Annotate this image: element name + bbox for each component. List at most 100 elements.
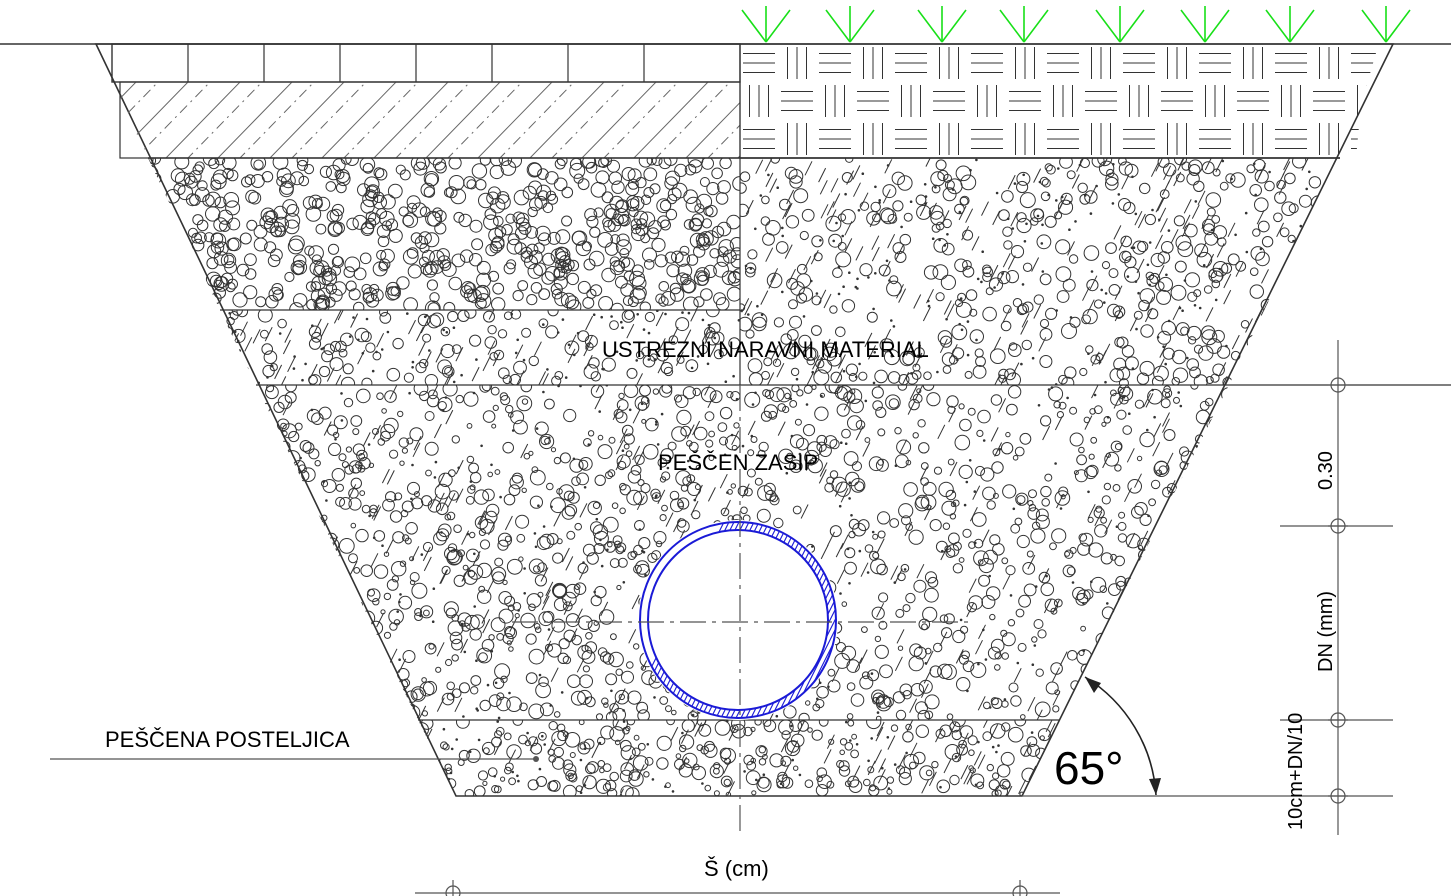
fill-dot: [598, 741, 602, 745]
gravel-grain: [174, 158, 190, 170]
gravel-grain: [941, 242, 955, 256]
gravel-grain: [440, 343, 455, 359]
gravel-grain: [414, 608, 423, 616]
gravel-grain: [393, 691, 401, 699]
gravel-grain: [769, 387, 785, 403]
gravel-grain: [671, 426, 687, 442]
fill-stroke: [826, 734, 835, 749]
gravel-grain: [985, 287, 994, 296]
fill-dot: [1177, 611, 1181, 615]
fill-stroke: [764, 158, 773, 172]
gravel-grain: [1225, 173, 1236, 184]
gravel-grain: [1118, 625, 1132, 638]
gravel-grain: [344, 256, 361, 273]
fill-stroke: [608, 700, 617, 715]
fill-dot: [460, 622, 464, 626]
fill-dot: [606, 548, 609, 552]
gravel-grain: [177, 249, 192, 264]
gravel-grain: [521, 487, 527, 493]
gravel-grain: [1256, 356, 1265, 366]
gravel-grain: [1076, 454, 1087, 466]
hatch-line: [112, 82, 139, 158]
fill-stroke: [928, 771, 937, 787]
gravel-grain: [960, 625, 969, 634]
fill-stroke: [435, 348, 444, 363]
gravel-grain: [744, 262, 757, 274]
gravel-grain: [403, 372, 414, 383]
gravel-grain: [407, 202, 418, 213]
fill-stroke: [436, 492, 445, 508]
fill-dot: [1146, 428, 1149, 432]
gravel-grain: [928, 205, 944, 220]
fill-dot: [1198, 306, 1202, 310]
gravel-grain: [728, 337, 740, 350]
fill-dot: [818, 681, 822, 685]
gravel-grain: [1167, 583, 1175, 591]
fill-stroke: [924, 505, 932, 521]
gravel-grain: [607, 541, 613, 548]
fill-stroke: [788, 338, 797, 354]
gravel-grain: [609, 771, 620, 782]
gravel-grain: [924, 694, 940, 710]
gravel-grain: [171, 243, 185, 256]
fill-stroke: [1007, 255, 1016, 270]
fill-dot: [805, 403, 809, 406]
gravel-grain: [616, 233, 630, 247]
fill-dot: [533, 532, 537, 535]
fill-stroke: [1102, 158, 1111, 167]
gravel-grain: [730, 247, 740, 261]
gravel-grain: [276, 418, 290, 432]
gravel-grain: [693, 270, 710, 286]
gravel-grain: [415, 362, 427, 374]
gravel-grain: [607, 159, 620, 173]
gravel-grain: [637, 479, 645, 487]
fill-stroke: [781, 764, 790, 780]
gravel-grain: [747, 449, 755, 457]
fill-dot: [280, 629, 284, 632]
fill-dot: [1272, 353, 1275, 356]
gravel-grain: [666, 264, 680, 278]
gravel-grain: [762, 389, 771, 398]
gravel-grain: [1112, 305, 1126, 319]
gravel-grain: [433, 531, 447, 546]
gravel-grain: [1139, 431, 1155, 448]
gravel-grain: [1027, 500, 1034, 507]
gravel-grain: [613, 260, 626, 273]
gravel-grain: [413, 385, 429, 396]
fill-stroke: [1156, 265, 1165, 280]
fill-dot: [450, 747, 454, 751]
fill-stroke: [541, 595, 550, 611]
gravel-grain: [640, 194, 652, 206]
gravel-grain: [633, 210, 649, 226]
gravel-grain: [1147, 388, 1163, 405]
fill-stroke: [770, 268, 779, 283]
gravel-grain: [539, 433, 555, 450]
fill-dot: [690, 366, 694, 370]
gravel-grain: [720, 775, 733, 788]
gravel-grain: [651, 158, 663, 166]
gravel-grain: [278, 687, 284, 694]
fill-dot: [988, 574, 991, 578]
fill-dot: [449, 771, 453, 775]
gravel-grain: [1261, 236, 1274, 248]
gravel-grain: [342, 363, 354, 375]
gravel-grain: [1064, 366, 1077, 379]
gravel-grain: [920, 462, 929, 470]
fill-stroke: [709, 342, 718, 358]
fill-dot: [1041, 270, 1045, 273]
fill-stroke: [1027, 554, 1036, 570]
gravel-grain: [1134, 502, 1148, 516]
gravel-grain: [569, 162, 586, 179]
gravel-grain: [376, 224, 391, 239]
gravel-grain: [571, 230, 588, 246]
gravel-grain: [445, 658, 453, 667]
gravel-grain: [335, 340, 347, 353]
gravel-grain: [1205, 192, 1222, 208]
gravel-grain: [491, 785, 500, 794]
gravel-grain: [471, 238, 484, 251]
fill-dot: [775, 714, 779, 718]
gravel-grain: [667, 194, 678, 205]
gravel-grain: [1162, 530, 1176, 544]
fill-dot: [1144, 688, 1147, 691]
fill-dot: [654, 495, 658, 499]
